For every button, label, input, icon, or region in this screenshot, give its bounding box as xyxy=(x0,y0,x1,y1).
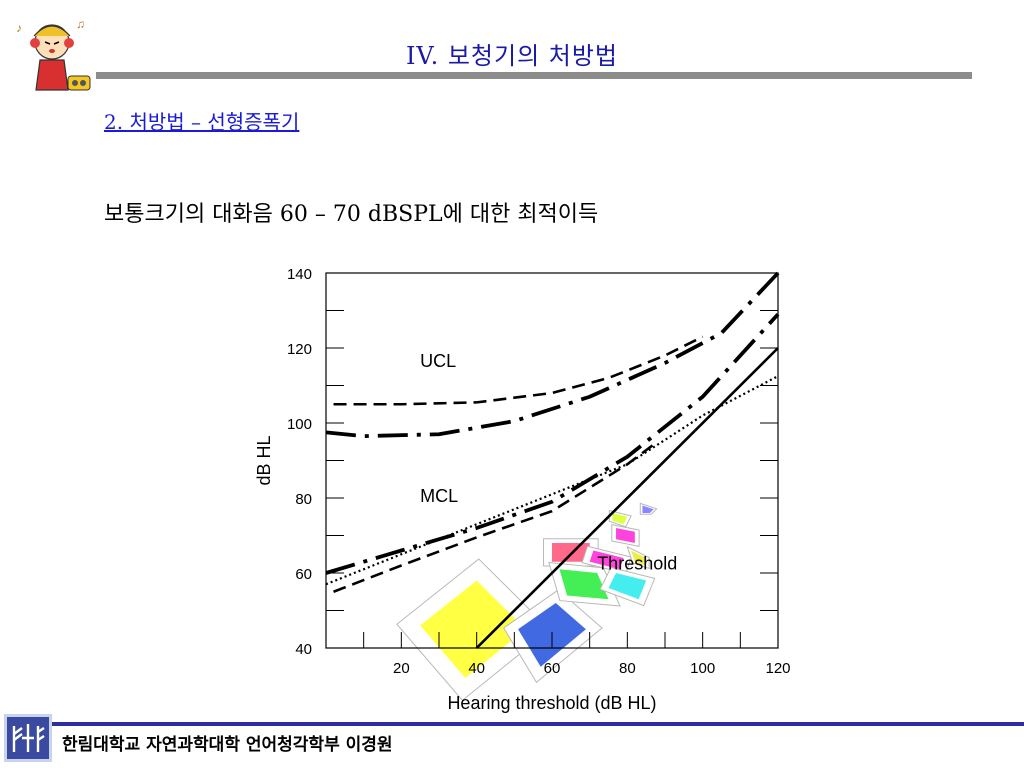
speech-region-patch xyxy=(608,573,647,600)
series-line-dash-dot xyxy=(325,312,780,575)
speech-region-patch xyxy=(589,550,624,570)
university-logo xyxy=(4,714,52,762)
series-line-solid xyxy=(475,347,779,649)
y-tick-label: 120 xyxy=(287,341,312,358)
x-tick-label: 100 xyxy=(690,660,715,677)
speech-region-patch xyxy=(552,543,590,562)
footer-affiliation: 한림대학교 자연과학대학 언어청각학부 이경원 xyxy=(62,735,393,755)
mascot-illustration: ♪ ♫ xyxy=(16,17,91,91)
series-line-dash-dot xyxy=(325,271,780,439)
y-axis-label: dB HL xyxy=(254,435,274,485)
x-tick-label: 80 xyxy=(619,660,636,677)
mcl-label: MCL xyxy=(420,486,458,506)
plot-frame xyxy=(325,272,779,649)
speech-region-patch xyxy=(642,505,654,513)
x-tick-label: 60 xyxy=(544,660,561,677)
x-tick-label: 120 xyxy=(765,660,790,677)
ucl-label: UCL xyxy=(420,351,456,371)
x-axis-label: Hearing threshold (dB HL) xyxy=(447,693,656,713)
y-tick-label: 60 xyxy=(295,566,312,583)
section-subtitle: 2. 처방법 – 선형증폭기 xyxy=(104,110,300,134)
footer-divider xyxy=(52,722,1024,726)
speech-region-patch xyxy=(559,569,609,600)
speech-region-patch xyxy=(616,528,635,543)
hearing-threshold-chart: 40 60 80 100 120 140 20 40 60 80 100 120 Hearing thr… xyxy=(254,266,791,713)
y-tick-label: 80 xyxy=(295,491,312,508)
x-tick-label: 40 xyxy=(468,660,485,677)
svg-text:♪: ♪ xyxy=(16,21,22,35)
chart-heading: 보통크기의 대화음 60 – 70 dBSPL에 대한 최적이득 xyxy=(104,202,599,227)
y-tick-label: 40 xyxy=(295,641,312,658)
series-line-dotted xyxy=(325,375,779,586)
series-line-dashed xyxy=(333,335,704,406)
speech-region-patch xyxy=(612,513,628,525)
speech-region-patch xyxy=(631,550,647,566)
x-tick-label: 20 xyxy=(393,660,410,677)
speech-region-patch xyxy=(420,580,526,678)
title-divider xyxy=(96,72,972,79)
slide-title: IV. 보청기의 처방법 xyxy=(405,42,619,70)
svg-text:♫: ♫ xyxy=(76,17,85,31)
y-tick-label: 140 xyxy=(287,266,312,283)
threshold-label: Threshold xyxy=(597,553,677,573)
y-tick-label: 100 xyxy=(287,416,312,433)
